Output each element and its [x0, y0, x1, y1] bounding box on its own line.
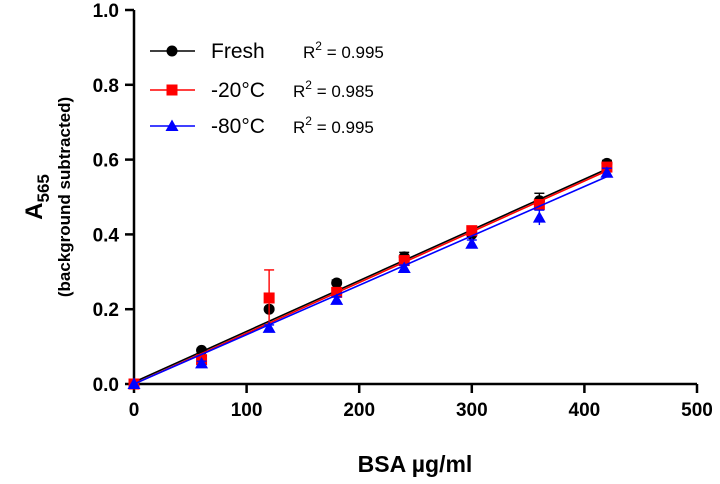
fit-line-2	[133, 175, 608, 385]
point-2-6	[532, 211, 546, 223]
legend-r2-minus80: R2 = 0.995	[293, 114, 374, 137]
series-2	[127, 166, 614, 389]
y-axis-title-main: A	[21, 203, 48, 220]
point-2-5	[465, 237, 479, 249]
x-axis-title: BSA µg/ml	[358, 451, 473, 477]
point-1-4	[398, 255, 410, 267]
point-0-3	[331, 277, 343, 289]
legend: Fresh R2 = 0.995 -20°C R2 = 0.985 -80°C …	[150, 39, 384, 138]
point-1-6	[533, 198, 545, 210]
legend-r2-fresh: R2 = 0.995	[303, 39, 384, 62]
x-tick-label-2: 200	[343, 400, 375, 421]
legend-marker-fresh	[166, 45, 178, 57]
fit-line-0	[133, 168, 608, 383]
x-tick-label-0: 0	[129, 400, 140, 421]
series-layer	[127, 157, 614, 390]
point-2-0	[127, 377, 141, 389]
legend-item-fresh: Fresh R2 = 0.995	[150, 39, 384, 63]
point-1-5	[466, 225, 478, 237]
point-1-2	[263, 292, 275, 304]
legend-label-fresh: Fresh	[211, 40, 265, 63]
legend-marker-minus80	[165, 119, 179, 131]
legend-marker-minus20	[166, 84, 178, 96]
y-tick-label-1: 0.2	[93, 300, 119, 321]
point-2-7	[600, 166, 614, 178]
point-2-2	[262, 321, 276, 333]
legend-item-minus80: -80°C R2 = 0.995	[150, 114, 374, 138]
x-tick-label-5: 500	[681, 400, 713, 421]
fit-line-1	[133, 170, 608, 385]
point-2-4	[397, 261, 411, 274]
legend-r2-minus20: R2 = 0.985	[293, 78, 374, 101]
y-axis-title-subscript: 565	[34, 174, 53, 202]
y-axis-title: A565	[21, 174, 53, 220]
legend-label-minus80: -80°C	[211, 115, 265, 138]
y-tick-label-2: 0.4	[93, 225, 120, 246]
y-tick-label-3: 0.6	[93, 151, 119, 172]
point-2-3	[330, 293, 344, 305]
y-tick-label-0: 0.0	[93, 375, 119, 396]
y-tick-label-5: 1.0	[93, 1, 119, 22]
point-1-3	[331, 286, 343, 298]
y-axis-subtitle: (background subtracted)	[55, 97, 74, 297]
legend-item-minus20: -20°C R2 = 0.985	[150, 78, 374, 102]
point-2-1	[195, 356, 209, 369]
x-tick-label-1: 100	[231, 400, 263, 421]
x-tick-label-3: 300	[456, 400, 488, 421]
svg-text:A565: A565	[21, 174, 53, 220]
y-tick-label-4: 0.8	[93, 76, 119, 97]
legend-label-minus20: -20°C	[211, 79, 265, 102]
axis-ticks: 0 100 200 300 400 500 0.0 0.2 0.4 0.6 0.8 1.0	[93, 1, 713, 421]
x-tick-label-4: 400	[569, 400, 601, 421]
